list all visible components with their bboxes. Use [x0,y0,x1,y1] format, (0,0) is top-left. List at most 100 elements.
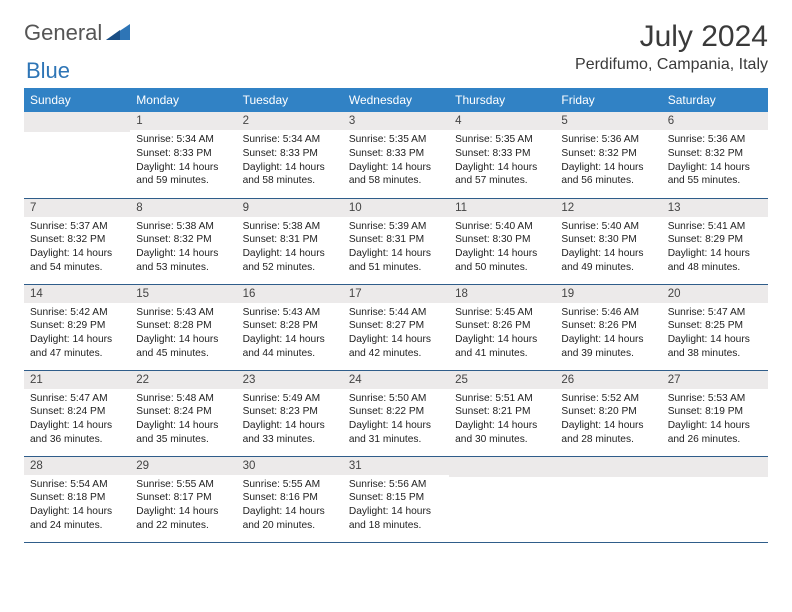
day-details: Sunrise: 5:35 AMSunset: 8:33 PMDaylight:… [343,130,449,194]
day-number: 24 [343,371,449,389]
day-details: Sunrise: 5:51 AMSunset: 8:21 PMDaylight:… [449,389,555,453]
day-number: 22 [130,371,236,389]
day-number: 11 [449,199,555,217]
day-details: Sunrise: 5:47 AMSunset: 8:24 PMDaylight:… [24,389,130,453]
day-number: 5 [555,112,661,130]
day-number: 18 [449,285,555,303]
day-number-band [24,112,130,132]
calendar-cell: 14Sunrise: 5:42 AMSunset: 8:29 PMDayligh… [24,284,130,370]
calendar-cell: 17Sunrise: 5:44 AMSunset: 8:27 PMDayligh… [343,284,449,370]
day-number: 8 [130,199,236,217]
calendar-cell: 25Sunrise: 5:51 AMSunset: 8:21 PMDayligh… [449,370,555,456]
logo-triangle-icon [106,20,130,46]
day-details: Sunrise: 5:55 AMSunset: 8:16 PMDaylight:… [237,475,343,539]
calendar-cell: 6Sunrise: 5:36 AMSunset: 8:32 PMDaylight… [662,112,768,198]
calendar-cell: 24Sunrise: 5:50 AMSunset: 8:22 PMDayligh… [343,370,449,456]
calendar-row: 7Sunrise: 5:37 AMSunset: 8:32 PMDaylight… [24,198,768,284]
day-details: Sunrise: 5:43 AMSunset: 8:28 PMDaylight:… [130,303,236,367]
day-details: Sunrise: 5:42 AMSunset: 8:29 PMDaylight:… [24,303,130,367]
day-details: Sunrise: 5:55 AMSunset: 8:17 PMDaylight:… [130,475,236,539]
calendar-cell: 19Sunrise: 5:46 AMSunset: 8:26 PMDayligh… [555,284,661,370]
day-details: Sunrise: 5:34 AMSunset: 8:33 PMDaylight:… [130,130,236,194]
day-details: Sunrise: 5:35 AMSunset: 8:33 PMDaylight:… [449,130,555,194]
calendar-row: 28Sunrise: 5:54 AMSunset: 8:18 PMDayligh… [24,456,768,542]
calendar-cell: 16Sunrise: 5:43 AMSunset: 8:28 PMDayligh… [237,284,343,370]
day-details: Sunrise: 5:38 AMSunset: 8:32 PMDaylight:… [130,217,236,281]
calendar-cell: 1Sunrise: 5:34 AMSunset: 8:33 PMDaylight… [130,112,236,198]
weekday-header: Sunday [24,88,130,112]
day-number: 29 [130,457,236,475]
day-number: 13 [662,199,768,217]
calendar-cell: 22Sunrise: 5:48 AMSunset: 8:24 PMDayligh… [130,370,236,456]
day-number: 3 [343,112,449,130]
day-number: 4 [449,112,555,130]
day-details: Sunrise: 5:43 AMSunset: 8:28 PMDaylight:… [237,303,343,367]
day-details: Sunrise: 5:53 AMSunset: 8:19 PMDaylight:… [662,389,768,453]
weekday-header: Tuesday [237,88,343,112]
day-details: Sunrise: 5:34 AMSunset: 8:33 PMDaylight:… [237,130,343,194]
calendar-cell: 23Sunrise: 5:49 AMSunset: 8:23 PMDayligh… [237,370,343,456]
calendar-cell [555,456,661,542]
day-number: 7 [24,199,130,217]
weekday-header: Monday [130,88,236,112]
day-details: Sunrise: 5:56 AMSunset: 8:15 PMDaylight:… [343,475,449,539]
calendar-table: Sunday Monday Tuesday Wednesday Thursday… [24,88,768,543]
weekday-header: Saturday [662,88,768,112]
day-number: 10 [343,199,449,217]
calendar-cell: 7Sunrise: 5:37 AMSunset: 8:32 PMDaylight… [24,198,130,284]
calendar-cell: 21Sunrise: 5:47 AMSunset: 8:24 PMDayligh… [24,370,130,456]
logo-text-1: General [24,20,102,46]
day-number: 9 [237,199,343,217]
calendar-cell: 18Sunrise: 5:45 AMSunset: 8:26 PMDayligh… [449,284,555,370]
calendar-cell: 30Sunrise: 5:55 AMSunset: 8:16 PMDayligh… [237,456,343,542]
day-details: Sunrise: 5:40 AMSunset: 8:30 PMDaylight:… [555,217,661,281]
day-number: 25 [449,371,555,389]
weekday-header: Wednesday [343,88,449,112]
day-number: 31 [343,457,449,475]
day-number: 1 [130,112,236,130]
day-number: 30 [237,457,343,475]
day-number: 17 [343,285,449,303]
calendar-cell [662,456,768,542]
calendar-cell: 11Sunrise: 5:40 AMSunset: 8:30 PMDayligh… [449,198,555,284]
calendar-cell: 28Sunrise: 5:54 AMSunset: 8:18 PMDayligh… [24,456,130,542]
day-number-band [449,457,555,477]
day-details: Sunrise: 5:38 AMSunset: 8:31 PMDaylight:… [237,217,343,281]
day-details: Sunrise: 5:36 AMSunset: 8:32 PMDaylight:… [555,130,661,194]
calendar-cell: 26Sunrise: 5:52 AMSunset: 8:20 PMDayligh… [555,370,661,456]
weekday-header: Thursday [449,88,555,112]
day-details: Sunrise: 5:40 AMSunset: 8:30 PMDaylight:… [449,217,555,281]
day-details: Sunrise: 5:46 AMSunset: 8:26 PMDaylight:… [555,303,661,367]
day-details: Sunrise: 5:49 AMSunset: 8:23 PMDaylight:… [237,389,343,453]
day-number: 28 [24,457,130,475]
weekday-header: Friday [555,88,661,112]
calendar-cell: 5Sunrise: 5:36 AMSunset: 8:32 PMDaylight… [555,112,661,198]
logo: General [24,20,132,46]
calendar-cell: 15Sunrise: 5:43 AMSunset: 8:28 PMDayligh… [130,284,236,370]
day-details: Sunrise: 5:52 AMSunset: 8:20 PMDaylight:… [555,389,661,453]
day-number: 20 [662,285,768,303]
month-title: July 2024 [575,20,768,54]
calendar-cell: 29Sunrise: 5:55 AMSunset: 8:17 PMDayligh… [130,456,236,542]
day-number: 16 [237,285,343,303]
day-details: Sunrise: 5:39 AMSunset: 8:31 PMDaylight:… [343,217,449,281]
calendar-cell [449,456,555,542]
day-number: 14 [24,285,130,303]
day-details: Sunrise: 5:37 AMSunset: 8:32 PMDaylight:… [24,217,130,281]
day-number: 27 [662,371,768,389]
day-number: 2 [237,112,343,130]
weekday-header-row: Sunday Monday Tuesday Wednesday Thursday… [24,88,768,112]
day-number-band [662,457,768,477]
calendar-cell [24,112,130,198]
calendar-row: 1Sunrise: 5:34 AMSunset: 8:33 PMDaylight… [24,112,768,198]
day-number: 15 [130,285,236,303]
calendar-cell: 3Sunrise: 5:35 AMSunset: 8:33 PMDaylight… [343,112,449,198]
calendar-cell: 2Sunrise: 5:34 AMSunset: 8:33 PMDaylight… [237,112,343,198]
day-number: 23 [237,371,343,389]
calendar-cell: 13Sunrise: 5:41 AMSunset: 8:29 PMDayligh… [662,198,768,284]
calendar-row: 14Sunrise: 5:42 AMSunset: 8:29 PMDayligh… [24,284,768,370]
day-number: 26 [555,371,661,389]
calendar-cell: 4Sunrise: 5:35 AMSunset: 8:33 PMDaylight… [449,112,555,198]
day-number: 21 [24,371,130,389]
day-number: 12 [555,199,661,217]
